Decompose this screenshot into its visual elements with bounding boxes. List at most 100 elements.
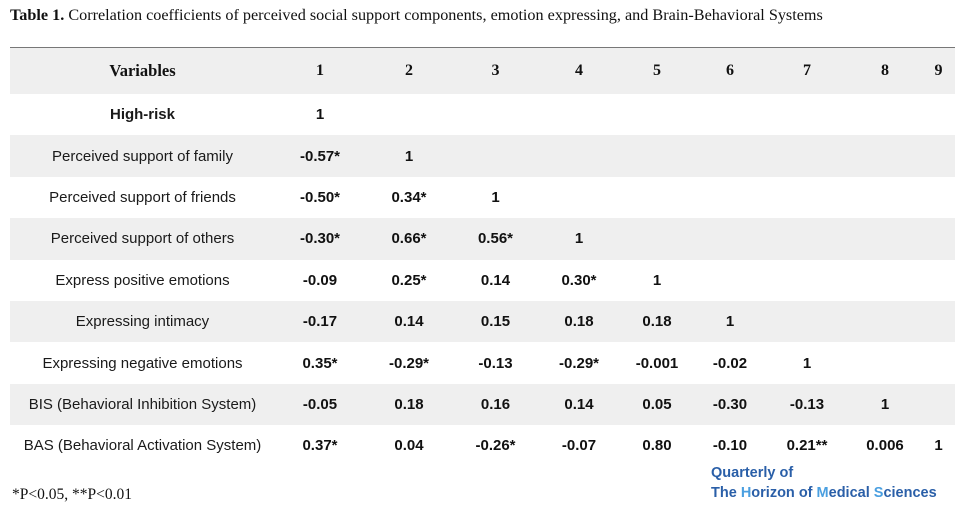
table-cell: 0.66* [391, 230, 427, 248]
table-cell [922, 94, 955, 135]
table-cell: 0.18 [564, 313, 594, 331]
table-cell [922, 218, 955, 259]
table-cell: -0.17 [302, 313, 338, 331]
table-cell: 1 [574, 230, 584, 248]
table-cell [694, 260, 766, 301]
table-row: High-risk 1 [10, 94, 955, 135]
table-cell: -0.13 [789, 395, 825, 413]
table-cell: 0.14 [480, 271, 511, 289]
table-header-row: Variables 1 2 3 4 5 6 7 8 9 [10, 48, 955, 94]
table-cell: -0.57* [299, 147, 341, 165]
caption-label: Table 1. [10, 6, 65, 24]
correlation-table: Variables 1 2 3 4 5 6 7 8 9 High-risk 1 Pe… [10, 48, 955, 467]
table-row: Expressing intimacy -0.17 0.14 0.15 0.18 0.18… [10, 300, 955, 343]
table-cell [848, 177, 922, 218]
table-cell [766, 177, 848, 218]
table-cell [538, 135, 620, 176]
table-cell: 1 [652, 271, 662, 289]
table-cell: 0.15 [480, 313, 511, 331]
table-cell: 0.35* [302, 354, 338, 372]
header-col-3: 3 [491, 62, 500, 79]
table-cell: -0.13 [478, 354, 513, 372]
journal-logo: Quarterly of The Horizon of Medical Scie… [711, 463, 937, 503]
table-cell: -0.30 [712, 395, 748, 413]
logo-line-1: Quarterly of [711, 465, 794, 481]
footnote: *P<0.05, **P<0.01 [12, 486, 132, 503]
table-cell: -0.50* [299, 188, 341, 206]
table-cell [922, 260, 955, 301]
header-col-2: 2 [405, 62, 413, 79]
table-cell: 0.56* [477, 230, 514, 248]
header-col-6: 6 [726, 62, 734, 79]
row-label: Perceived support of others [50, 230, 235, 248]
table-cell [922, 135, 955, 176]
table-cell [848, 218, 922, 259]
table-cell [694, 94, 766, 135]
top-rule [10, 47, 955, 48]
table-row: Express positive emotions -0.09 0.25* 0.14 0… [10, 260, 955, 301]
table-cell: 0.14 [564, 395, 594, 413]
table-cell [453, 135, 538, 176]
table-cell: 0.16 [480, 395, 511, 413]
table-cell [922, 301, 955, 342]
table-cell [848, 135, 922, 176]
table-row: BIS (Behavioral Inhibition System) -0.05 0… [10, 383, 955, 426]
header-col-7: 7 [803, 62, 811, 79]
table-cell: 0.05 [642, 395, 672, 413]
table-cell: -0.10 [712, 437, 748, 455]
table-cell [848, 94, 922, 135]
table-body: High-risk 1 Perceived support of family -0.… [10, 94, 955, 467]
table-cell [620, 94, 694, 135]
table-cell: -0.29* [388, 354, 430, 372]
table-caption: Table 1. Correlation coefficients of per… [10, 6, 955, 25]
table-cell [922, 384, 955, 425]
header-col-5: 5 [653, 62, 661, 79]
table-cell [848, 342, 922, 383]
table-cell [538, 177, 620, 218]
table-cell [766, 301, 848, 342]
table-cell: 1 [802, 354, 812, 372]
table-cell [538, 94, 620, 135]
table-cell [922, 177, 955, 218]
header-col-8: 8 [881, 62, 889, 79]
row-label: High-risk [109, 106, 175, 124]
logo-line-2: The Horizon of Medical Sciences [711, 485, 937, 501]
table-cell [848, 260, 922, 301]
table-cell: -0.07 [561, 437, 597, 455]
table-cell [453, 94, 538, 135]
table-cell: 0.37* [302, 437, 338, 455]
header-col-1: 1 [316, 62, 324, 79]
row-label: BIS (Behavioral Inhibition System) [28, 395, 257, 413]
table-cell [922, 342, 955, 383]
table-cell: -0.09 [302, 271, 338, 289]
table-cell: 0.14 [394, 313, 424, 331]
table-cell [766, 94, 848, 135]
table-cell: 0.04 [394, 437, 424, 455]
table-cell [766, 260, 848, 301]
table-cell: 0.18 [394, 395, 424, 413]
header-col-4: 4 [575, 62, 583, 79]
table-cell: -0.001 [635, 354, 679, 372]
header-variables: Variables [109, 61, 176, 80]
table-cell: 1 [315, 106, 325, 124]
table-cell: -0.26* [475, 437, 516, 455]
table-cell: 0.25* [391, 271, 427, 289]
table-cell [848, 301, 922, 342]
table-cell: 0.80 [642, 437, 672, 455]
table-row: Expressing negative emotions 0.35* -0.29* -… [10, 342, 955, 383]
table-cell: 1 [491, 188, 500, 206]
table-cell: 0.30* [561, 271, 597, 289]
table-cell: 0.18 [642, 313, 672, 331]
table-cell: 0.21** [786, 437, 828, 455]
row-label: Expressing intimacy [75, 313, 210, 331]
table-cell: 0.006 [866, 437, 904, 455]
table-cell: -0.29* [558, 354, 600, 372]
table-cell [620, 218, 694, 259]
row-label: Perceived support of family [52, 147, 233, 165]
table-row: Perceived support of family -0.57* 1 [10, 135, 955, 177]
table-cell: -0.05 [302, 395, 338, 413]
table-cell [694, 218, 766, 259]
table-cell [694, 177, 766, 218]
table-row: BAS (Behavioral Activation System) 0.37* 0… [10, 425, 955, 466]
table-cell: 0.34* [391, 188, 427, 206]
